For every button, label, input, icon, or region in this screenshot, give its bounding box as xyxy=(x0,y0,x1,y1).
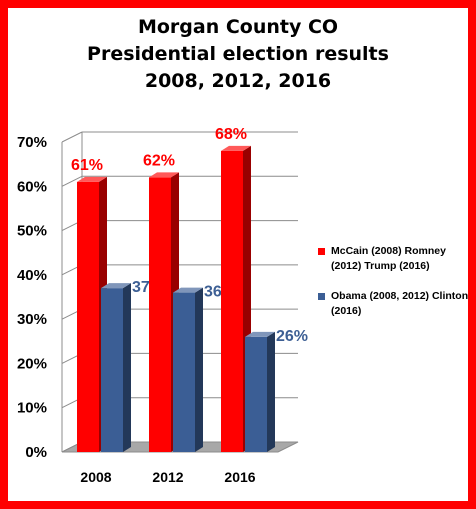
bar-side xyxy=(267,331,275,452)
legend-item: McCain (2008) Romney (2012) Trump (2016) xyxy=(318,244,470,274)
y-tick-label: 60% xyxy=(17,178,47,195)
data-label: 68% xyxy=(215,126,247,143)
bar-top xyxy=(149,172,179,178)
legend-swatch xyxy=(318,248,325,255)
bar-top xyxy=(245,331,275,337)
chart-legend: McCain (2008) Romney (2012) Trump (2016)… xyxy=(318,244,470,334)
bar xyxy=(245,336,267,452)
bar xyxy=(101,288,123,452)
y-tick-label: 30% xyxy=(17,311,47,328)
chart-title: Morgan County CO Presidential election r… xyxy=(87,16,389,92)
x-category-label: 2016 xyxy=(224,469,255,485)
y-tick-label: 40% xyxy=(17,267,47,284)
x-category-label: 2012 xyxy=(152,469,183,485)
legend-label: McCain (2008) Romney (2012) Trump (2016) xyxy=(331,245,446,272)
bar xyxy=(77,181,99,452)
bar-top xyxy=(173,287,203,293)
bar xyxy=(221,150,243,452)
y-tick-label: 0% xyxy=(25,444,47,461)
legend-label: Obama (2008, 2012) Clinton (2016) xyxy=(331,290,469,317)
y-tick-label: 10% xyxy=(17,400,47,417)
bar-side xyxy=(195,287,203,452)
data-label: 62% xyxy=(143,152,175,169)
side-gridline xyxy=(61,131,83,143)
bar-top xyxy=(221,145,251,151)
legend-swatch xyxy=(318,293,325,300)
y-tick-label: 20% xyxy=(17,355,47,372)
x-category-label: 2008 xyxy=(80,469,111,485)
y-tick-label: 50% xyxy=(17,223,47,240)
bar xyxy=(173,292,195,452)
legend-item: Obama (2008, 2012) Clinton (2016) xyxy=(318,289,470,319)
data-label: 26% xyxy=(276,328,308,345)
data-label: 61% xyxy=(71,157,103,174)
bar-top xyxy=(77,176,107,182)
bar xyxy=(149,177,171,452)
bar-side xyxy=(123,283,131,452)
side-gridline xyxy=(61,175,83,187)
bar-top xyxy=(101,283,131,289)
y-tick-label: 70% xyxy=(17,134,47,151)
